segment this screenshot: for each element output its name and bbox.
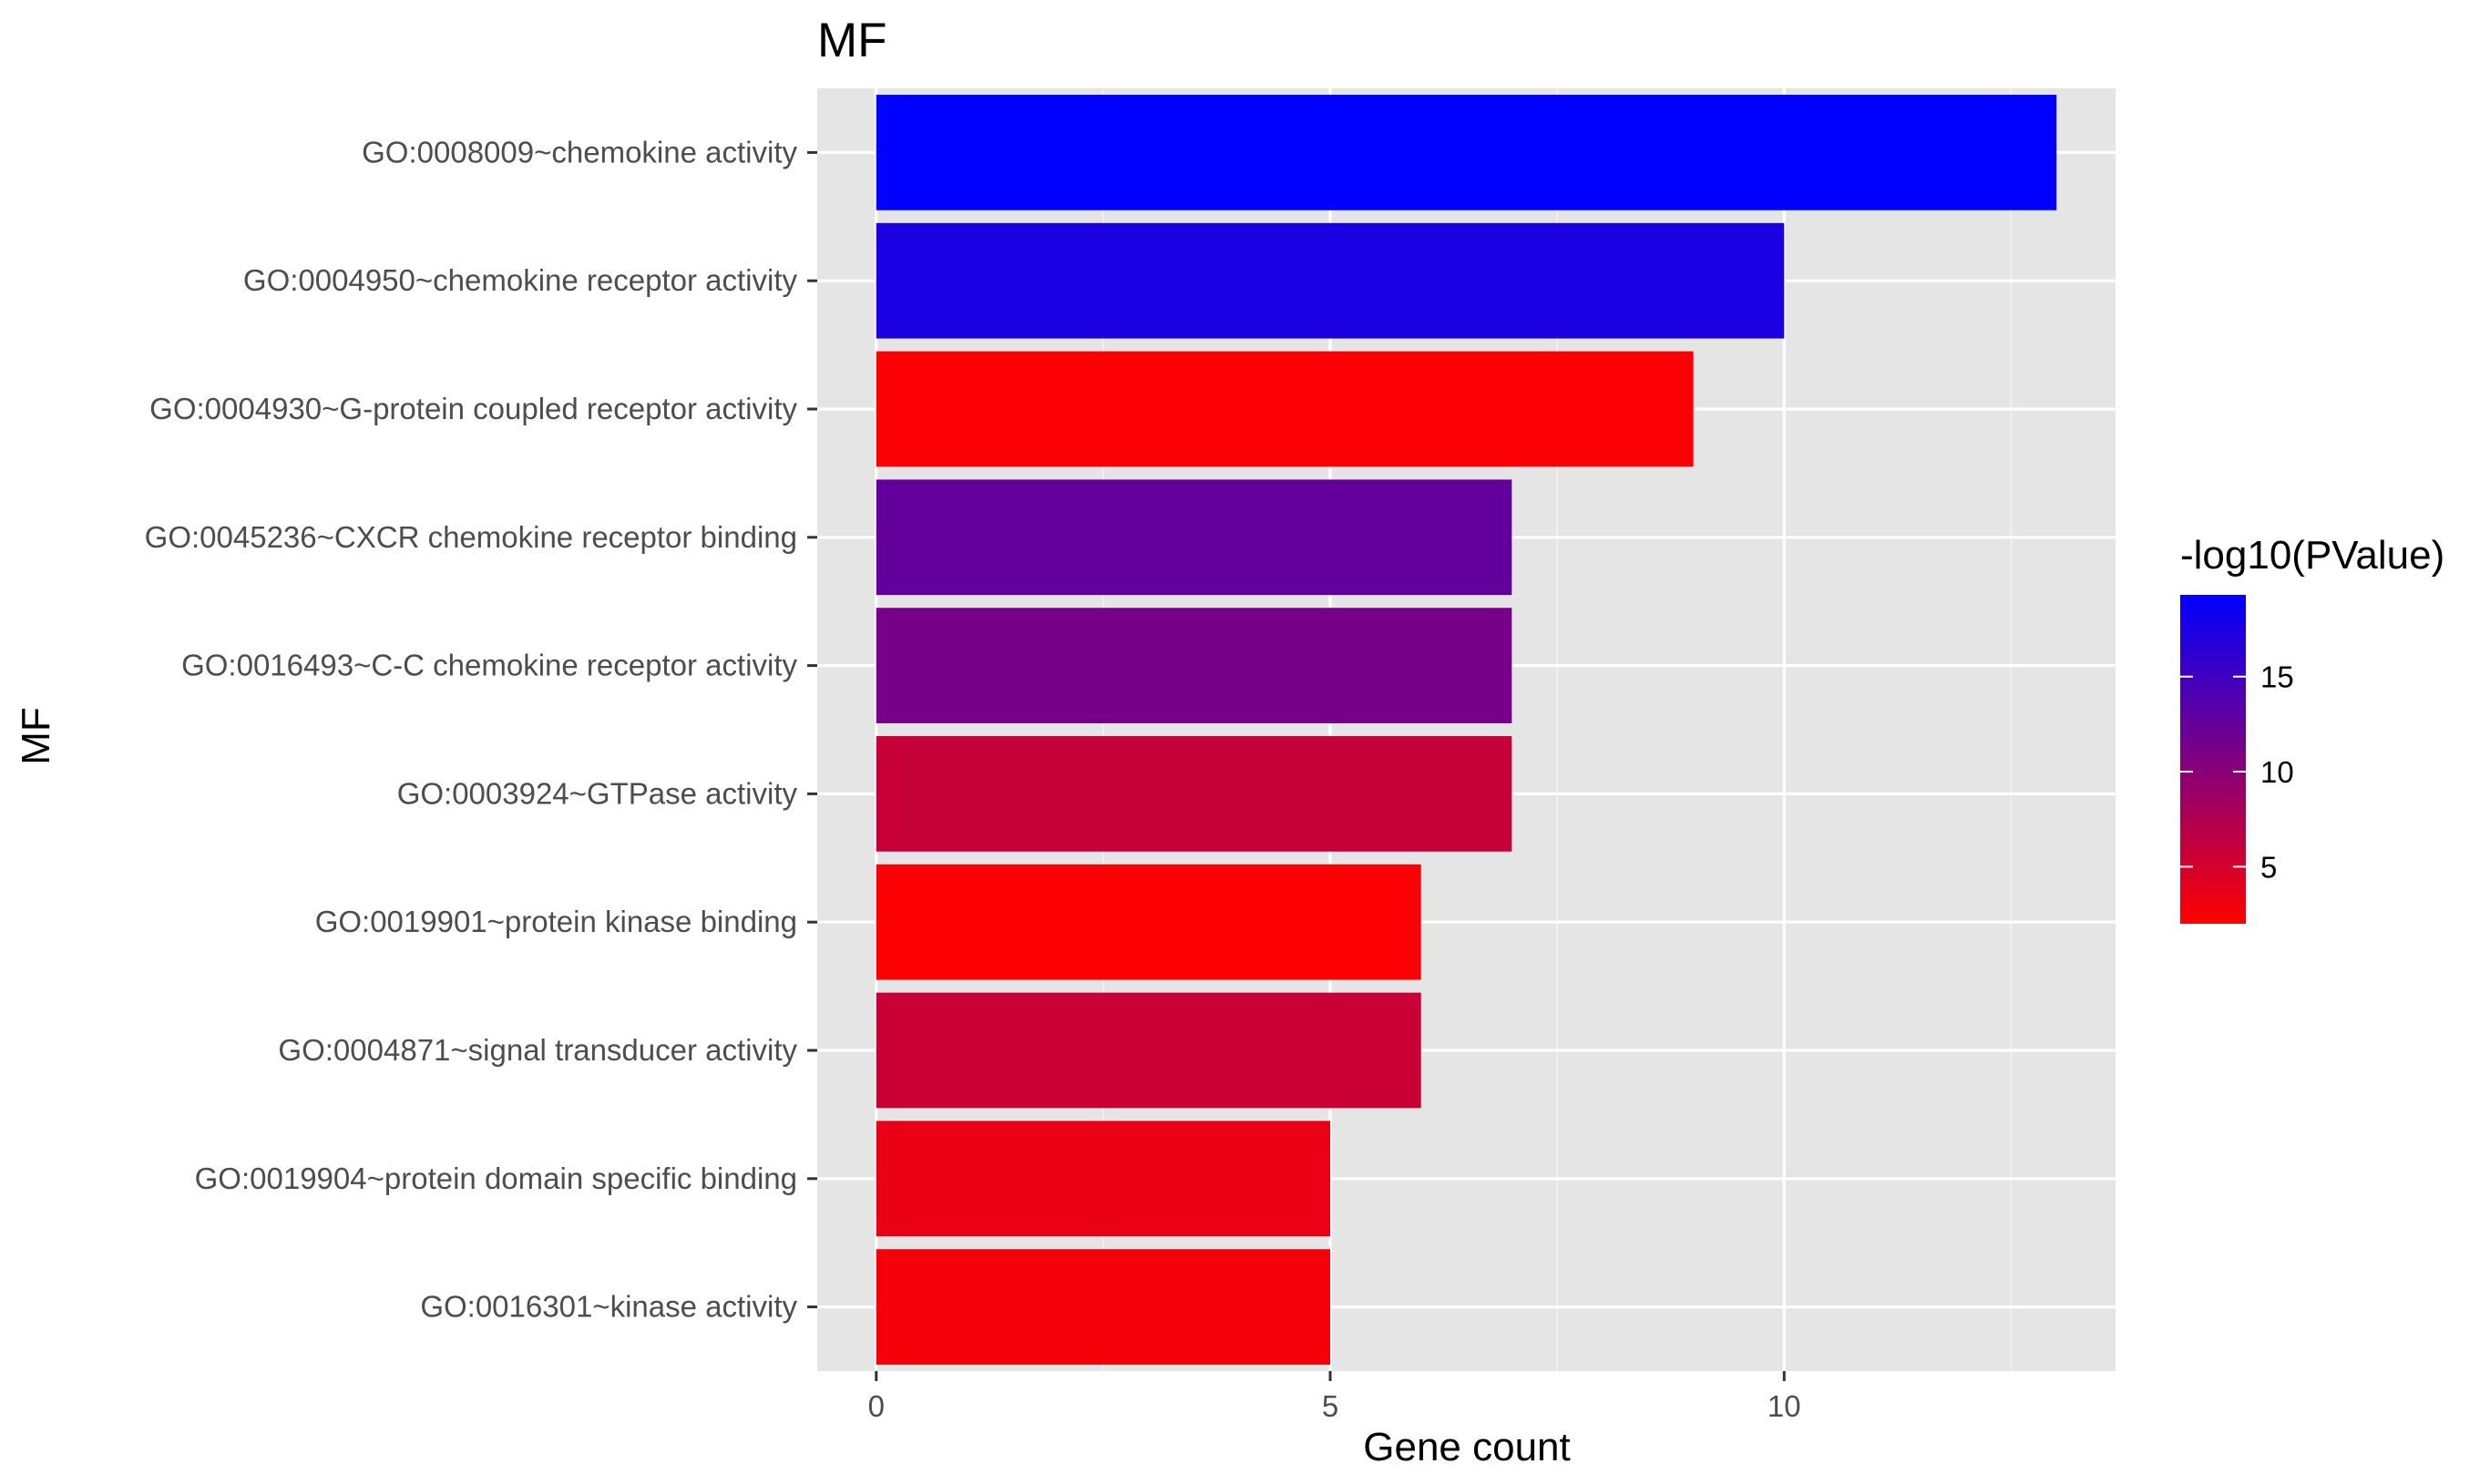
- x-axis-title: Gene count: [1363, 1425, 1571, 1469]
- bar: [876, 1249, 1331, 1365]
- y-tick-label: GO:0008009~chemokine activity: [362, 135, 797, 169]
- y-tick-label: GO:0019901~protein kinase binding: [315, 905, 797, 938]
- bar: [876, 1121, 1331, 1237]
- x-tick-label: 0: [868, 1389, 885, 1423]
- y-tick-label: GO:0016301~kinase activity: [420, 1290, 797, 1324]
- y-axis: GO:0008009~chemokine activity GO:0004950~…: [145, 135, 817, 1324]
- legend-title: -log10(PValue): [2180, 533, 2444, 578]
- legend-ticks: 5 10 15: [2180, 660, 2294, 884]
- bar: [876, 351, 1694, 467]
- bar: [876, 479, 1512, 596]
- legend-tick-label: 15: [2260, 660, 2294, 694]
- legend-colorbar: [2180, 595, 2246, 924]
- y-tick-label: GO:0004950~chemokine receptor activity: [243, 263, 798, 297]
- bar: [876, 95, 2057, 210]
- x-tick-label: 10: [1768, 1389, 1801, 1423]
- legend-tick-label: 5: [2260, 850, 2277, 884]
- y-tick-label: GO:0019904~protein domain specific bindi…: [195, 1162, 797, 1195]
- legend-tick-label: 10: [2260, 755, 2294, 789]
- bar: [876, 608, 1512, 723]
- bar: [876, 864, 1421, 980]
- y-axis-title: MF: [14, 707, 58, 765]
- x-tick-label: 5: [1322, 1389, 1338, 1423]
- bars: [876, 95, 2057, 1365]
- bar: [876, 992, 1421, 1109]
- chart-title: MF: [817, 14, 887, 67]
- legend: -log10(PValue) 5 10 15: [2180, 533, 2444, 924]
- bar: [876, 222, 1785, 339]
- y-tick-label: GO:0003924~GTPase activity: [397, 776, 798, 810]
- y-tick-label: GO:0016493~C-C chemokine receptor activi…: [181, 649, 797, 682]
- y-tick-label: GO:0045236~CXCR chemokine receptor bindi…: [145, 520, 797, 554]
- y-tick-label: GO:0004930~G-protein coupled receptor ac…: [149, 392, 797, 425]
- x-axis: 0 5 10: [868, 1371, 1801, 1423]
- bar: [876, 736, 1512, 852]
- y-tick-label: GO:0004871~signal transducer activity: [278, 1033, 797, 1067]
